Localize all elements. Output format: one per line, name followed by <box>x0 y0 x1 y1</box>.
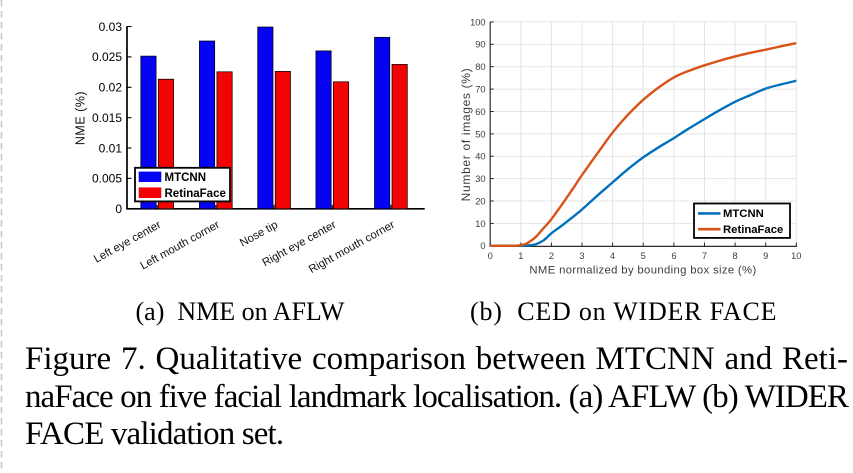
svg-text:10: 10 <box>791 251 801 261</box>
svg-text:2: 2 <box>549 251 554 261</box>
svg-text:MTCNN: MTCNN <box>723 208 764 220</box>
svg-text:60: 60 <box>475 107 485 117</box>
svg-text:90: 90 <box>475 40 485 50</box>
svg-text:0.005: 0.005 <box>92 172 122 186</box>
svg-text:Nose tip: Nose tip <box>238 219 280 250</box>
svg-text:6: 6 <box>671 251 676 261</box>
svg-text:NME normalized by bounding box: NME normalized by bounding box size (%) <box>529 265 756 277</box>
svg-text:3: 3 <box>579 251 584 261</box>
svg-text:0: 0 <box>480 241 485 251</box>
svg-text:4: 4 <box>610 251 615 261</box>
svg-text:RetinaFace: RetinaFace <box>165 188 226 200</box>
svg-text:40: 40 <box>475 152 485 162</box>
svg-text:0.02: 0.02 <box>99 81 123 95</box>
svg-text:10: 10 <box>475 219 485 229</box>
svg-text:9: 9 <box>763 251 768 261</box>
svg-text:100: 100 <box>470 17 486 27</box>
svg-text:RetinaFace: RetinaFace <box>723 224 783 236</box>
svg-text:0.01: 0.01 <box>99 141 123 155</box>
svg-text:1: 1 <box>518 251 523 261</box>
svg-text:MTCNN: MTCNN <box>165 172 207 184</box>
svg-text:8: 8 <box>733 251 738 261</box>
svg-text:7: 7 <box>702 251 707 261</box>
svg-text:30: 30 <box>475 174 485 184</box>
svg-text:5: 5 <box>641 251 646 261</box>
svg-text:0.015: 0.015 <box>92 111 122 125</box>
svg-text:70: 70 <box>475 85 485 95</box>
svg-text:20: 20 <box>475 196 485 206</box>
svg-text:Number of images (%): Number of images (%) <box>459 68 473 202</box>
svg-text:0: 0 <box>488 251 493 261</box>
svg-text:50: 50 <box>475 129 485 139</box>
svg-text:0.03: 0.03 <box>99 20 123 34</box>
svg-text:0.025: 0.025 <box>92 50 122 64</box>
svg-text:80: 80 <box>475 62 485 72</box>
svg-text:0: 0 <box>115 202 122 216</box>
svg-text:NME (%): NME (%) <box>74 91 88 145</box>
